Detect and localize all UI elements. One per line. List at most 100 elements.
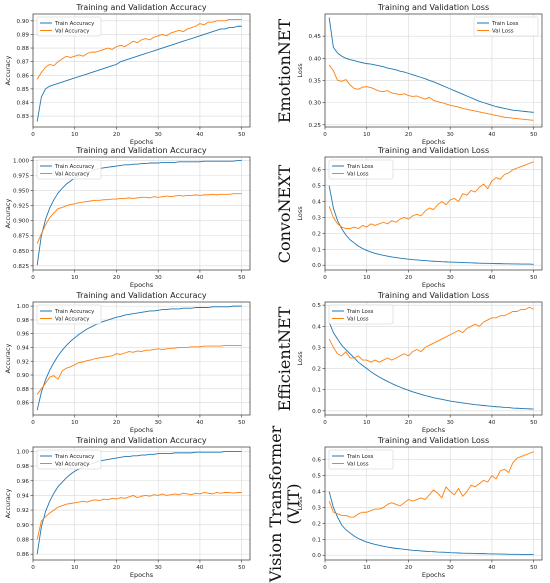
legend-box xyxy=(328,449,394,470)
y-tick-label: 0.825 xyxy=(13,264,29,270)
x-tick-label: 40 xyxy=(196,132,204,138)
series-line-val-loss xyxy=(328,64,534,121)
legend-label: Val Accuracy xyxy=(55,462,90,468)
legend-label: Train Accuracy xyxy=(54,21,95,27)
x-tick-label: 10 xyxy=(71,132,79,138)
series-line-val-accuracy xyxy=(36,193,242,244)
y-tick-label: 0.45 xyxy=(309,34,322,40)
legend-box xyxy=(36,159,102,180)
y-tick-label: 0.875 xyxy=(13,234,29,240)
series-line-val-accuracy xyxy=(36,19,242,80)
y-tick-label: 0.975 xyxy=(13,174,29,180)
x-tick-label: 0 xyxy=(323,275,327,281)
x-tick-label: 40 xyxy=(488,132,496,138)
series-line-train-loss xyxy=(328,491,534,556)
y-tick-label: 0.850 xyxy=(13,249,29,255)
x-tick-label: 20 xyxy=(405,565,413,571)
x-tick-label: 0 xyxy=(323,420,327,426)
y-tick-label: 0.5 xyxy=(312,303,321,309)
x-tick-label: 30 xyxy=(447,420,455,426)
chart-title: Training and Validation Loss xyxy=(377,146,489,155)
x-tick-label: 20 xyxy=(113,565,121,571)
x-tick-label: 10 xyxy=(363,420,371,426)
legend-box xyxy=(328,304,394,325)
plot-frame xyxy=(324,301,543,416)
x-tick-label: 20 xyxy=(405,275,413,281)
model-label-row-2: ConvoNEXT xyxy=(275,164,294,263)
series-line-train-loss xyxy=(328,321,534,410)
x-tick-label: 20 xyxy=(113,132,121,138)
x-tick-label: 30 xyxy=(155,275,163,281)
y-axis-label: Loss xyxy=(296,206,304,221)
y-tick-label: 0.4 xyxy=(312,324,321,330)
y-tick-label: 0.96 xyxy=(17,332,30,338)
legend-label: Train Loss xyxy=(491,21,519,27)
y-tick-label: 0.94 xyxy=(17,493,30,499)
legend-label: Train Accuracy xyxy=(54,454,95,460)
y-tick-label: 0.950 xyxy=(13,189,29,195)
model-label-row-1: EmotionNET xyxy=(275,19,294,124)
x-tick-label: 10 xyxy=(363,565,371,571)
chart-title: Training and Validation Accuracy xyxy=(75,436,207,445)
x-tick-label: 0 xyxy=(31,132,35,138)
y-tick-label: 0.1 xyxy=(312,537,321,543)
chart-panel-3: Training and Validation Accuracy 0 10 20 30 4… xyxy=(4,146,251,289)
x-tick-label: 40 xyxy=(488,565,496,571)
y-tick-label: 0.88 xyxy=(17,387,30,393)
y-tick-label: 0.4 xyxy=(312,490,321,496)
y-tick-label: 0.84 xyxy=(17,100,30,106)
x-tick-label: 20 xyxy=(405,420,413,426)
series-line-val-loss xyxy=(328,306,534,363)
legend-label: Train Accuracy xyxy=(54,164,95,170)
y-tick-label: 0.94 xyxy=(17,345,30,351)
y-tick-label: 0.88 xyxy=(17,537,30,543)
y-tick-label: 0.1 xyxy=(312,247,321,253)
series-line-train-accuracy xyxy=(36,450,242,555)
y-tick-label: 1.00 xyxy=(17,449,30,455)
y-tick-label: 0.6 xyxy=(312,458,321,464)
chart-panel-8: Training and Validation Loss 0 10 20 30 40 50 0… xyxy=(296,436,543,579)
legend-label: Train Loss xyxy=(346,164,374,170)
x-tick-label: 50 xyxy=(530,275,538,281)
y-tick-label: 0.0 xyxy=(312,263,321,269)
x-tick-label: 10 xyxy=(363,275,371,281)
legend-label: Val Accuracy xyxy=(55,317,90,323)
legend-label: Train Accuracy xyxy=(54,309,95,315)
y-tick-label: 0.86 xyxy=(17,552,30,558)
x-axis-label: Epochs xyxy=(422,281,446,289)
legend-box xyxy=(473,16,539,37)
x-axis-label: Epochs xyxy=(130,138,154,146)
x-tick-label: 10 xyxy=(71,275,79,281)
y-tick-label: 0.90 xyxy=(17,19,30,25)
y-tick-label: 0.92 xyxy=(17,359,29,365)
series-line-train-accuracy xyxy=(36,305,242,411)
x-tick-label: 40 xyxy=(196,420,204,426)
y-tick-label: 0.0 xyxy=(312,553,321,559)
model-label-line: Vision Transformer xyxy=(266,425,285,583)
x-tick-label: 20 xyxy=(113,420,121,426)
plot-frame xyxy=(32,446,251,561)
legend-label: Val Loss xyxy=(347,172,369,178)
legend: Train Accuracy Val Accuracy xyxy=(36,16,102,37)
y-tick-label: 0.30 xyxy=(309,101,322,107)
y-tick-label: 0.25 xyxy=(309,123,322,129)
x-tick-label: 50 xyxy=(238,565,246,571)
legend-box xyxy=(36,449,102,470)
x-tick-label: 50 xyxy=(530,132,538,138)
y-tick-label: 0.3 xyxy=(312,505,321,511)
series-line-val-loss xyxy=(328,161,534,230)
y-tick-label: 0.98 xyxy=(17,464,30,470)
chart-panel-1: Training and Validation Accuracy 0 10 20 30 4… xyxy=(4,3,251,146)
plot-frame xyxy=(324,446,543,561)
model-label-line: EmotionNET xyxy=(275,19,294,124)
y-tick-label: 1.00 xyxy=(17,304,30,310)
chart-title: Training and Validation Loss xyxy=(377,436,489,445)
x-tick-label: 10 xyxy=(71,420,79,426)
x-tick-label: 50 xyxy=(530,420,538,426)
y-tick-label: 0.900 xyxy=(13,219,29,225)
x-tick-label: 40 xyxy=(196,275,204,281)
legend: Train Loss Val Loss xyxy=(328,449,394,470)
x-tick-label: 10 xyxy=(363,132,371,138)
x-tick-label: 20 xyxy=(113,275,121,281)
